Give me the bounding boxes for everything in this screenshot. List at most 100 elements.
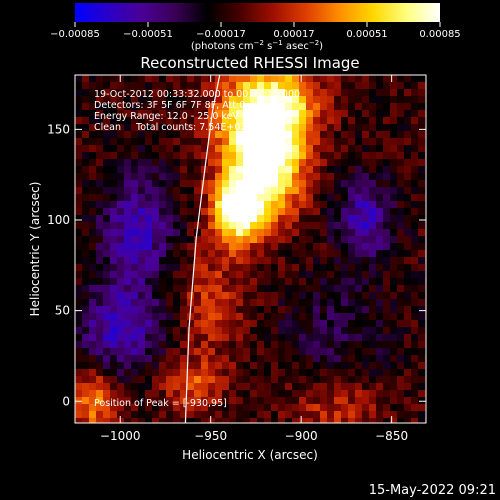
heatmap-cell [159,222,167,230]
heatmap-cell [397,110,405,118]
heatmap-cell [250,355,258,363]
heatmap-cell [362,89,370,97]
heatmap-cell [82,306,90,314]
heatmap-cell [152,250,160,258]
heatmap-cell [180,285,188,293]
heatmap-cell [390,229,398,237]
heatmap-cell [215,320,223,328]
heatmap-cell [341,376,349,384]
heatmap-cell [75,327,83,335]
heatmap-cell [110,173,118,181]
heatmap-cell [96,89,104,97]
heatmap-cell [208,159,216,167]
heatmap-cell [411,173,419,181]
footer-timestamp: 15-May-2022 09:21 [369,483,496,498]
heatmap-cell [250,334,258,342]
heatmap-cell [397,411,405,419]
heatmap-cell [313,201,321,209]
heatmap-cell [145,250,153,258]
heatmap-cell [194,334,202,342]
heatmap-cell [264,229,272,237]
heatmap-cell [110,292,118,300]
heatmap-cell [390,75,398,83]
heatmap-cell [334,96,342,104]
heatmap-cell [362,166,370,174]
heatmap-cell [292,320,300,328]
heatmap-cell [348,236,356,244]
heatmap-cell [404,194,412,202]
heatmap-cell [285,250,293,258]
heatmap-cell [201,250,209,258]
heatmap-cell [138,313,146,321]
heatmap-cell [117,362,125,370]
heatmap-cell [75,222,83,230]
heatmap-cell [145,306,153,314]
heatmap-cell [208,152,216,160]
heatmap-cell [320,390,328,398]
heatmap-cell [180,166,188,174]
heatmap-cell [138,110,146,118]
heatmap-cell [82,320,90,328]
heatmap-cell [341,131,349,139]
heatmap-cell [376,390,384,398]
heatmap-cell [236,243,244,251]
heatmap-cell [166,376,174,384]
heatmap-cell [418,334,426,342]
heatmap-cell [278,404,286,412]
heatmap-cell [131,96,139,104]
heatmap-cell [341,243,349,251]
heatmap-cell [348,110,356,118]
heatmap-cell [117,243,125,251]
heatmap-cell [75,341,83,349]
heatmap-cell [75,180,83,188]
heatmap-cell [376,376,384,384]
heatmap-cell [369,82,377,90]
heatmap-cell [145,390,153,398]
heatmap-cell [334,404,342,412]
heatmap-cell [131,124,139,132]
heatmap-cell [124,117,132,125]
heatmap-cell [159,257,167,265]
heatmap-cell [96,138,104,146]
heatmap-cell [75,348,83,356]
heatmap-cell [362,159,370,167]
heatmap-cell [201,418,209,423]
heatmap-cell [159,369,167,377]
heatmap-cell [264,166,272,174]
heatmap-cell [411,278,419,286]
heatmap-cell [264,313,272,321]
heatmap-cell [313,222,321,230]
heatmap-cell [131,229,139,237]
heatmap-cell [243,285,251,293]
heatmap-cell [194,278,202,286]
heatmap-cell [257,243,265,251]
heatmap-cell [187,250,195,258]
heatmap-cell [334,89,342,97]
heatmap-cell [355,320,363,328]
heatmap-cell [187,418,195,423]
heatmap-cell [313,278,321,286]
heatmap-cell [82,89,90,97]
heatmap-cell [229,187,237,195]
heatmap-cell [222,222,230,230]
heatmap-cell [215,271,223,279]
heatmap-cell [264,257,272,265]
heatmap-cell [418,306,426,314]
heatmap-cell [110,180,118,188]
heatmap-cell [194,271,202,279]
heatmap-cell [124,292,132,300]
heatmap-cell [411,264,419,272]
heatmap-cell [411,327,419,335]
heatmap-cell [313,390,321,398]
heatmap-cell [166,194,174,202]
heatmap-cell [173,390,181,398]
heatmap-cell [208,306,216,314]
heatmap-cell [404,320,412,328]
heatmap-cell [334,82,342,90]
heatmap-cell [215,369,223,377]
heatmap-cell [159,82,167,90]
heatmap-cell [145,411,153,419]
heatmap-cell [145,117,153,125]
heatmap-cell [96,117,104,125]
heatmap-cell [173,257,181,265]
